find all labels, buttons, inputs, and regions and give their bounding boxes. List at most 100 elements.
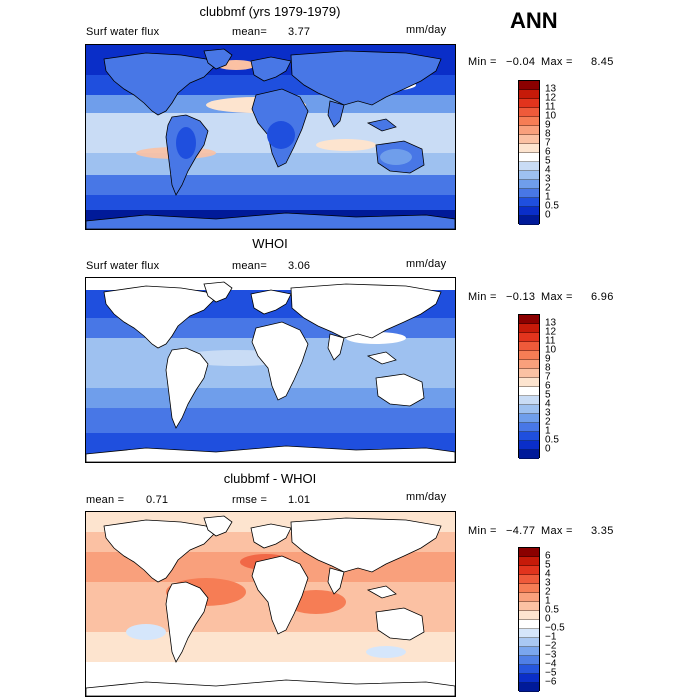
continent-greenland	[203, 281, 233, 303]
colorbar-swatch	[519, 144, 539, 153]
colorbar-swatch	[519, 638, 539, 647]
panel-3-mean-value: 0.71	[146, 494, 169, 506]
colorbar-swatch	[519, 135, 539, 144]
panel-3-min-label: Min =	[468, 525, 497, 537]
colorbar-tick-label: −5	[545, 667, 557, 679]
colorbar-swatch	[519, 566, 539, 575]
colorbar-swatch	[519, 90, 539, 99]
colorbar-swatch	[519, 593, 539, 602]
continent-sea_islands	[366, 118, 397, 132]
panel-3-title: clubbmf - WHOI	[223, 471, 317, 486]
field-band	[86, 175, 455, 195]
colorbar-tick-label: 2	[545, 416, 551, 428]
field-blob	[176, 127, 196, 159]
colorbar-tick-label: 13	[545, 317, 557, 329]
panel-3-colorbar	[518, 547, 540, 692]
colorbar-tick-label: 3	[545, 577, 551, 589]
colorbar-tick-label: 1	[545, 425, 551, 437]
colorbar-swatch	[519, 441, 539, 450]
colorbar-swatch	[519, 360, 539, 369]
colorbar-tick-label: 1	[545, 595, 551, 607]
season-label: ANN	[510, 8, 558, 33]
panel-2-max-label: Max =	[541, 291, 573, 303]
colorbar-swatch	[519, 575, 539, 584]
panel-1-mean-label: mean=	[232, 26, 267, 38]
colorbar-swatch	[519, 207, 539, 216]
panel-2-colorbar	[518, 314, 540, 459]
colorbar-tick-label: 6	[545, 550, 551, 562]
panel-2-mean-value: 3.06	[288, 260, 311, 272]
colorbar-tick-label: 5	[545, 155, 551, 167]
colorbar-swatch	[519, 369, 539, 378]
panel-2-min-value: −0.13	[506, 291, 536, 303]
continent-india	[327, 100, 345, 128]
continent-greenland	[203, 48, 233, 70]
colorbar-tick-label: 9	[545, 353, 551, 365]
colorbar-swatch	[519, 683, 539, 692]
panel-3-rmse-label: rmse =	[232, 494, 268, 506]
continent-asia	[290, 283, 442, 339]
panel-1-units: mm/day	[406, 24, 447, 36]
continent-samerica	[165, 347, 209, 429]
panel-1-map	[85, 44, 456, 230]
colorbar-swatch	[519, 548, 539, 557]
colorbar-tick-label: −1	[545, 631, 557, 643]
colorbar-tick-label: 10	[545, 110, 557, 122]
colorbar-tick-label: 11	[545, 101, 556, 113]
panel-2-title: WHOI	[252, 236, 288, 251]
colorbar-swatch	[519, 162, 539, 171]
colorbar-tick-label: 5	[545, 389, 551, 401]
colorbar-swatch	[519, 180, 539, 189]
continent-samerica	[165, 581, 209, 663]
colorbar-tick-label: 0	[545, 443, 551, 455]
colorbar-tick-label: 7	[545, 371, 551, 383]
colorbar-swatch	[519, 153, 539, 162]
colorbar-swatch	[519, 351, 539, 360]
colorbar-swatch	[519, 315, 539, 324]
colorbar-tick-label: 6	[545, 380, 551, 392]
panel-1-min-value: −0.04	[506, 56, 536, 68]
colorbar-swatch	[519, 189, 539, 198]
colorbar-swatch	[519, 656, 539, 665]
field-blob	[366, 646, 406, 658]
panel-2-max-value: 6.96	[591, 291, 614, 303]
colorbar-swatch	[519, 171, 539, 180]
continent-australia	[375, 373, 425, 407]
colorbar-tick-label: 9	[545, 119, 551, 131]
panel-1-min-label: Min =	[468, 56, 497, 68]
colorbar-tick-label: 4	[545, 398, 551, 410]
colorbar-tick-label: 1	[545, 191, 551, 203]
continent-india	[327, 333, 345, 361]
colorbar-tick-label: 4	[545, 568, 551, 580]
continent-namerica	[103, 52, 215, 116]
panel-2-min-label: Min =	[468, 291, 497, 303]
colorbar-swatch	[519, 324, 539, 333]
continent-asia	[290, 517, 442, 573]
colorbar-tick-label: 8	[545, 362, 551, 374]
continent-africa	[251, 321, 309, 401]
colorbar-tick-label: 0	[545, 209, 551, 221]
colorbar-swatch	[519, 647, 539, 656]
continent-greenland	[203, 515, 233, 537]
continent-sea_islands	[366, 351, 397, 365]
colorbar-tick-label: 2	[545, 182, 551, 194]
colorbar-swatch	[519, 629, 539, 638]
colorbar-swatch	[519, 387, 539, 396]
field-blob	[316, 139, 376, 151]
colorbar-tick-label: 11	[545, 335, 556, 347]
colorbar-tick-label: −4	[545, 658, 557, 670]
colorbar-swatch	[519, 333, 539, 342]
colorbar-swatch	[519, 674, 539, 683]
colorbar-tick-label: 8	[545, 128, 551, 140]
field-blob	[380, 149, 412, 165]
continent-antarctic	[86, 445, 455, 462]
field-band	[86, 408, 455, 433]
colorbar-swatch	[519, 423, 539, 432]
colorbar-swatch	[519, 405, 539, 414]
colorbar-tick-label: 0.5	[545, 434, 559, 446]
panel-3-max-value: 3.35	[591, 525, 614, 537]
field-blob	[267, 121, 295, 149]
colorbar-swatch	[519, 216, 539, 225]
colorbar-tick-label: −2	[545, 640, 557, 652]
panel-3-mean-label: mean =	[86, 494, 125, 506]
